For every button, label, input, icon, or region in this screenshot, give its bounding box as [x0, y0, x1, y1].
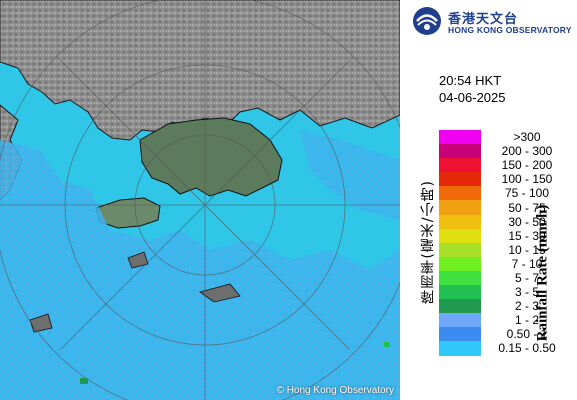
- legend-row: 150 - 200: [439, 158, 567, 173]
- legend-swatch: [439, 144, 481, 159]
- legend-swatch: [439, 242, 481, 257]
- legend-row: 1 - 2: [439, 313, 567, 328]
- legend-title-zh: 降雨率(毫米/小時): [420, 180, 436, 304]
- rain-area: [0, 140, 400, 400]
- observatory-logo: 香港天文台 HONG KONG OBSERVATORY: [412, 6, 572, 40]
- legend-swatch: [439, 270, 481, 286]
- copyright-notice: © Hong Kong Observatory: [276, 385, 394, 396]
- legend-label: 3 - 5: [514, 285, 539, 300]
- legend-label: 0.15 - 0.50: [498, 341, 556, 356]
- legend-label: 100 - 150: [501, 172, 553, 187]
- rain-band-east: [300, 130, 400, 220]
- legend-swatch: [439, 186, 481, 201]
- legend-row: 2 - 3: [439, 299, 567, 314]
- legend-row: 5 - 7: [439, 270, 567, 286]
- legend-swatch: [439, 285, 481, 300]
- legend-row: 200 - 300: [439, 144, 567, 159]
- legend-label: 1 - 2: [514, 313, 539, 328]
- hong-kong-territory: [139, 117, 283, 197]
- legend-label: 30 - 50: [508, 214, 546, 229]
- legend-row: >300: [439, 130, 567, 145]
- mainland-land: [0, 0, 400, 141]
- legend-swatch: [439, 130, 481, 145]
- legend-label: 10 - 15: [508, 242, 546, 257]
- legend-label: 15 - 30: [508, 228, 546, 243]
- legend-label: 0.50 - 1: [506, 327, 548, 342]
- legend-title-en-wrap: Rainfall Rate (mm/h): [528, 180, 558, 365]
- timestamp-date: 04-06-2025: [439, 90, 506, 105]
- legend-swatch: [439, 313, 481, 328]
- radar-map: © Hong Kong Observatory: [0, 0, 400, 400]
- legend-label: 5 - 7: [514, 270, 539, 285]
- rainfall-legend: >300 200 - 300 150 - 200 100 - 150 75 - 100 5…: [439, 130, 567, 356]
- observatory-emblem-icon: [413, 7, 441, 35]
- heavy-rain-spots: [80, 342, 390, 384]
- radar-image: [0, 0, 400, 400]
- legend-swatch: [439, 172, 481, 187]
- org-name-zh: 香港天文台: [448, 12, 519, 27]
- legend-title-en: Rainfall Rate (mm/h): [534, 204, 551, 341]
- legend-swatch: [439, 158, 481, 173]
- legend-row: 75 - 100: [439, 186, 567, 201]
- legend-label: 7 - 10: [511, 256, 543, 271]
- legend-swatch: [439, 256, 481, 271]
- legend-swatch: [439, 341, 481, 356]
- legend-row: 0.15 - 0.50: [439, 341, 567, 356]
- legend-row: 50 - 75: [439, 200, 567, 215]
- legend-row: 7 - 10: [439, 256, 567, 271]
- legend-row: 3 - 5: [439, 285, 567, 300]
- legend-swatch: [439, 327, 481, 342]
- legend-label: 200 - 300: [501, 144, 553, 159]
- legend-swatch: [439, 214, 481, 229]
- legend-row: 15 - 30: [439, 228, 567, 243]
- org-name-en: HONG KONG OBSERVATORY: [448, 25, 572, 35]
- legend-label: 50 - 75: [508, 200, 546, 215]
- legend-panel: 香港天文台 HONG KONG OBSERVATORY 20:54 HKT 04…: [400, 0, 577, 400]
- legend-label: 75 - 100: [504, 186, 550, 201]
- legend-row: 100 - 150: [439, 172, 567, 187]
- small-islands-south: [29, 251, 241, 333]
- timestamp-time: 20:54 HKT: [439, 73, 502, 88]
- legend-row: 30 - 50: [439, 214, 567, 229]
- legend-swatch: [439, 200, 481, 215]
- legend-swatch: [439, 299, 481, 314]
- range-rings: [0, 0, 400, 400]
- legend-label: 2 - 3: [514, 299, 539, 314]
- legend-row: 0.50 - 1: [439, 327, 567, 342]
- legend-swatch: [439, 228, 481, 243]
- legend-label: >300: [513, 130, 541, 145]
- legend-row: 10 - 15: [439, 242, 567, 257]
- legend-label: 150 - 200: [501, 158, 553, 173]
